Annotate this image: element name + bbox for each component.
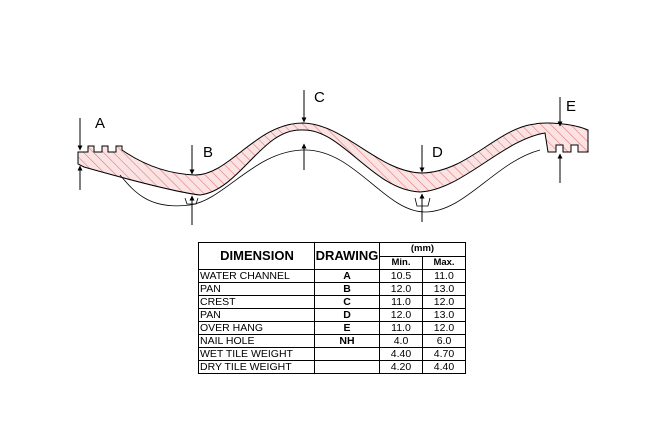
label-e: E [566,98,576,115]
cell-min: 4.40 [379,347,423,361]
cell-min: 11.0 [379,321,423,335]
tile-underside-outline [119,149,541,213]
header-drawing: DRAWING [314,242,380,270]
header-dimension: DIMENSION [198,242,315,270]
label-d: D [432,144,443,161]
cell-min: 10.5 [379,269,423,283]
cell-drawing: C [314,295,380,309]
cell-min: 11.0 [379,295,423,309]
table-row: PAN D 12.0 13.0 [198,308,466,322]
cell-max: 13.0 [422,308,466,322]
cell-min: 4.0 [379,334,423,348]
table-row: DRY TILE WEIGHT 4.20 4.40 [198,360,466,374]
table-row: NAIL HOLE NH 4.0 6.0 [198,334,466,348]
table-row: OVER HANG E 11.0 12.0 [198,321,466,335]
cell-max: 4.70 [422,347,466,361]
tile-cross-section [77,122,589,196]
table-row: CREST C 11.0 12.0 [198,295,466,309]
cell-dimension: WATER CHANNEL [198,269,315,283]
label-c: C [314,89,325,106]
label-a: A [95,115,105,132]
tile-profile-diagram: A B C D E [77,89,589,225]
cell-drawing: D [314,308,380,322]
cell-drawing: B [314,282,380,296]
cell-dimension: PAN [198,308,315,322]
cell-dimension: NAIL HOLE [198,334,315,348]
header-unit: (mm) [379,242,466,257]
cell-drawing: NH [314,334,380,348]
dimension-spec-table: DIMENSION DRAWING (mm) Min. Max. WATER C… [198,242,466,374]
cell-dimension: DRY TILE WEIGHT [198,360,315,374]
cell-min: 4.20 [379,360,423,374]
cell-dimension: OVER HANG [198,321,315,335]
cell-dimension: PAN [198,282,315,296]
table-row: WATER CHANNEL A 10.5 11.0 [198,269,466,283]
cell-drawing [314,360,380,374]
cell-drawing: A [314,269,380,283]
cell-min: 12.0 [379,308,423,322]
cell-max: 4.40 [422,360,466,374]
header-min: Min. [379,255,423,270]
cell-max: 12.0 [422,295,466,309]
cell-max: 12.0 [422,321,466,335]
cell-max: 13.0 [422,282,466,296]
cell-drawing [314,347,380,361]
tile-nib-outline [184,197,431,207]
cell-min: 12.0 [379,282,423,296]
cell-dimension: WET TILE WEIGHT [198,347,315,361]
table-row: PAN B 12.0 13.0 [198,282,466,296]
cell-max: 11.0 [422,269,466,283]
cell-drawing: E [314,321,380,335]
cell-max: 6.0 [422,334,466,348]
cell-dimension: CREST [198,295,315,309]
label-b: B [203,144,213,161]
header-max: Max. [422,255,466,270]
table-row: WET TILE WEIGHT 4.40 4.70 [198,347,466,361]
